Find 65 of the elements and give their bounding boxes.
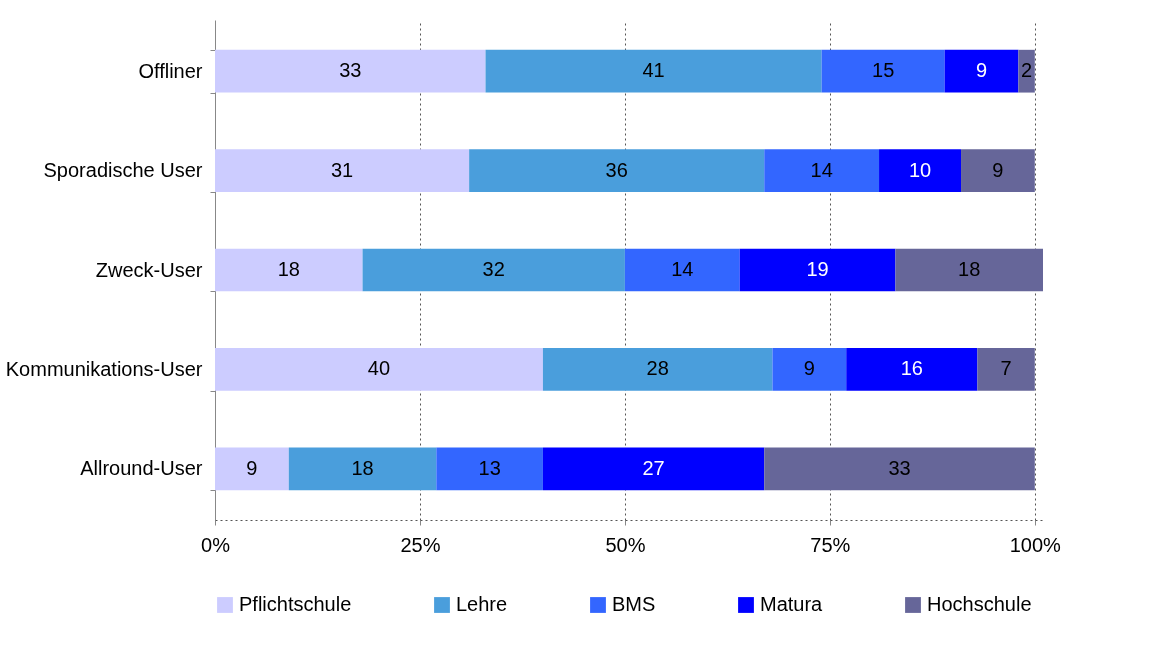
data-label: 36 [605,158,628,181]
data-label: 18 [277,258,300,280]
legend-label: Pflichtschule [239,593,352,615]
data-label: 27 [642,456,665,479]
y-tick-label: Allround-User [80,457,203,480]
y-tick-label: Zweck-User [95,258,203,281]
data-label: 10 [908,158,932,181]
bar [624,248,740,292]
data-label: 15 [872,59,895,82]
data-label: 33 [888,456,911,479]
data-label: 9 [803,357,815,380]
data-label: 9 [246,456,258,479]
data-label: 9 [975,59,988,82]
data-label: 14 [671,258,694,280]
legend-label: Lehre [456,593,508,615]
bar [288,447,437,491]
data-label: 19 [806,258,829,280]
bar [485,49,822,93]
data-label: 7 [1000,357,1012,380]
bar [469,149,765,192]
bar [215,348,543,391]
y-tick-label: Offliner [138,59,203,82]
legend-label: Matura [760,593,824,615]
bar [739,248,896,292]
bar [961,149,1035,192]
bar [764,149,880,192]
bar [436,447,543,491]
bar [215,49,486,93]
bar [542,348,773,391]
bar [977,348,1035,391]
legend-label: BMS [612,593,656,615]
x-tick-label: 0% [201,533,231,556]
bar [215,447,289,491]
bar [764,447,1035,491]
y-tick-label: Sporadische User [43,159,203,182]
data-label: 2 [1021,59,1033,82]
bar [542,447,765,491]
bar [215,149,470,192]
x-tick-label: 100% [1009,533,1062,556]
data-label: 31 [330,158,354,181]
bar [215,248,363,292]
bar [821,49,945,93]
y-tick-label: Kommunikations-User [5,357,203,380]
data-label: 32 [482,258,505,280]
data-label: 13 [478,456,501,479]
bar [879,149,962,192]
data-label: 41 [642,59,665,82]
x-tick-label: 75% [810,533,851,556]
data-label: 18 [351,456,374,479]
legend-label: Hochschule [927,593,1032,615]
data-label: 33 [339,59,362,82]
bar [362,248,625,292]
bar [895,248,1043,292]
bar [1018,49,1035,93]
bar [944,49,1019,93]
x-tick-label: 25% [400,533,441,556]
data-label: 40 [367,357,391,380]
data-label: 9 [992,158,1004,181]
data-label: 14 [810,158,833,181]
data-label: 16 [900,357,923,380]
data-label: 28 [646,357,669,380]
x-tick-label: 50% [605,533,646,556]
data-label: 18 [958,258,981,280]
bar [772,348,847,391]
bar [846,348,978,391]
